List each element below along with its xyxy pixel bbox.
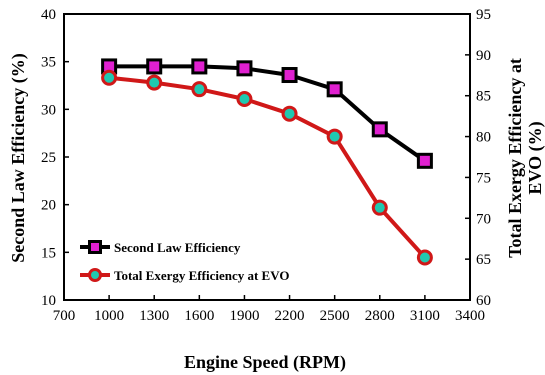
series-markers [101,58,433,266]
series-line-2 [108,75,427,259]
y-tick-label: 40 [41,7,56,23]
series-2-marker-fill [239,93,250,104]
legend: Second Law Efficiency Total Exergy Effici… [80,240,289,283]
series-2-marker-fill [419,252,430,263]
series-2-marker-fill [374,202,385,213]
y2-tick-label: 80 [476,130,491,146]
x-axis-label: Engine Speed (RPM) [184,352,346,373]
series-2-marker-fill [284,108,295,119]
series-1-marker-fill [149,61,160,72]
y-tick-label: 20 [41,198,56,214]
y2-tick-label: 90 [476,48,491,64]
x-tick-label: 1300 [139,308,169,324]
series-1-marker-fill [194,61,205,72]
x-tick-label: 2500 [320,308,350,324]
y2-axis-label-line2: EVO (%) [525,121,545,194]
y2-tick-label: 75 [476,170,491,186]
series-2-marker-fill [149,77,160,88]
y-axis-label: Second Law Efficiency (%) [8,53,29,262]
axes [63,13,471,301]
series-1-marker-fill [329,84,340,95]
legend-marker-1-fill [91,243,99,251]
x-tick-label: 3400 [455,308,485,324]
legend-label-2: Total Exergy Efficiency at EVO [114,268,289,283]
plot-frame [63,13,471,301]
x-tick-label: 3100 [410,308,440,324]
x-tick-label: 1600 [184,308,214,324]
series-2-marker-fill [329,131,340,142]
series-1-marker-fill [374,124,385,135]
series-2-marker-fill [194,84,205,95]
x-tick-label: 1000 [94,308,124,324]
legend-label-1: Second Law Efficiency [114,240,241,255]
series-1-marker-fill [419,155,430,166]
x-tick-label: 2800 [365,308,395,324]
series-lines [108,64,427,259]
series-2-marker-fill [104,72,115,83]
y2-tick-label: 70 [476,211,491,227]
series-1-marker-fill [104,61,115,72]
legend-marker-2-fill [91,271,99,279]
y-tick-label: 30 [41,102,56,118]
y-tick-label: 15 [41,245,56,261]
y2-tick-label: 85 [476,89,491,105]
x-tick-label: 1900 [229,308,259,324]
x-tick-label: 2200 [275,308,305,324]
y2-tick-label: 60 [476,293,491,309]
x-tick-label: 700 [53,308,76,324]
series-1-marker-fill [239,63,250,74]
series-1-marker-fill [284,70,295,81]
y2-tick-label: 65 [476,252,491,268]
tick-labels: 700 1000 1300 1600 1900 2200 2500 2800 3100 3400 1… [41,7,491,324]
y-tick-label: 25 [41,150,56,166]
y-tick-label: 10 [41,293,56,309]
y-tick-label: 35 [41,55,56,71]
y2-tick-label: 95 [476,7,491,23]
y2-axis-label-line1: Total Exergy Efficiency at [505,58,525,258]
